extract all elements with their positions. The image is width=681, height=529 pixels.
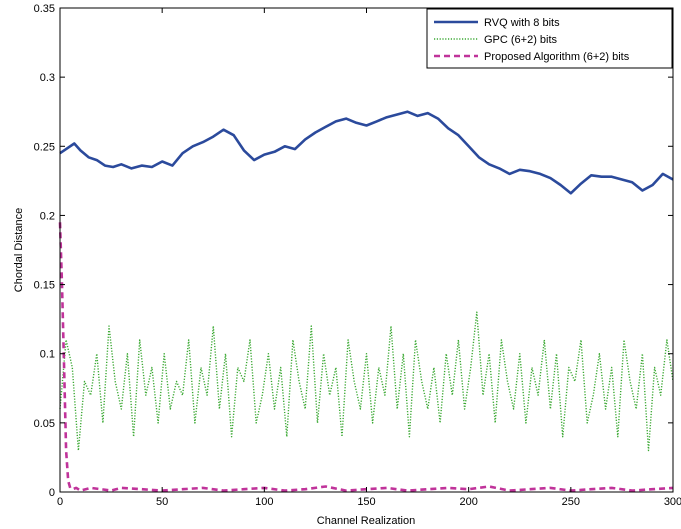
- x-tick-label: 300: [664, 496, 681, 508]
- x-tick-label: 0: [57, 496, 63, 508]
- legend: RVQ with 8 bits GPC (6+2) bits Proposed …: [427, 9, 672, 68]
- x-axis-label: Channel Realization: [317, 515, 415, 527]
- x-tick-label: 50: [156, 496, 168, 508]
- y-tick-label: 0.35: [34, 3, 55, 15]
- y-tick-label: 0.2: [40, 210, 55, 222]
- y-axis-label: Chordal Distance: [13, 208, 25, 292]
- y-tick-label: 0.25: [34, 141, 55, 153]
- x-tick-label: 250: [562, 496, 580, 508]
- y-tick-label: 0.05: [34, 418, 55, 430]
- legend-label-rvq: RVQ with 8 bits: [484, 17, 560, 29]
- legend-label-proposed: Proposed Algorithm (6+2) bits: [484, 51, 630, 63]
- plot-area: [60, 8, 673, 492]
- y-tick-label: 0.3: [40, 72, 55, 84]
- y-tick-label: 0.15: [34, 280, 55, 292]
- y-tick-label: 0: [49, 487, 55, 499]
- y-tick-label: 0.1: [40, 349, 55, 361]
- legend-label-gpc: GPC (6+2) bits: [484, 34, 558, 46]
- x-tick-label: 100: [255, 496, 273, 508]
- x-tick-label: 200: [459, 496, 477, 508]
- x-tick-label: 150: [357, 496, 375, 508]
